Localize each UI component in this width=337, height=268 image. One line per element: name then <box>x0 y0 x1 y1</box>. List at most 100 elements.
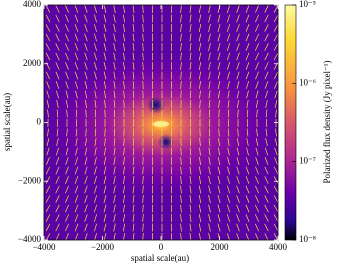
vector <box>226 62 231 70</box>
vector <box>189 5 192 14</box>
vector <box>113 156 116 166</box>
y-tick-label: 0 <box>37 117 42 127</box>
vector <box>45 223 51 232</box>
vector <box>94 233 97 240</box>
vector <box>132 223 135 232</box>
vector <box>255 100 259 108</box>
vector <box>65 62 69 70</box>
vector <box>113 204 116 213</box>
vector <box>245 52 250 61</box>
vector <box>142 42 144 52</box>
vector <box>103 62 107 70</box>
vector <box>198 223 202 232</box>
vector <box>217 62 221 70</box>
vector <box>55 52 60 61</box>
vector <box>93 185 98 194</box>
vector <box>254 204 260 213</box>
vector <box>132 156 135 166</box>
vector <box>217 157 221 165</box>
vector <box>217 204 221 213</box>
vector <box>217 81 221 89</box>
vector <box>103 43 107 51</box>
vector <box>66 109 68 118</box>
vector <box>245 233 250 240</box>
vector <box>226 24 231 32</box>
vector <box>94 5 97 13</box>
colorbar-tick-label: 10⁻⁸ <box>299 234 316 244</box>
vector <box>84 147 88 156</box>
vector <box>55 204 60 213</box>
vector <box>208 214 211 222</box>
vector <box>65 43 69 51</box>
vector <box>198 33 202 42</box>
vector <box>236 5 240 13</box>
vector <box>189 194 192 204</box>
vector <box>273 14 278 23</box>
vector <box>264 24 269 32</box>
vector <box>103 223 107 232</box>
vector <box>123 90 125 99</box>
x-axis-label: spatial scale(au) <box>131 253 189 263</box>
vector <box>84 223 88 232</box>
vector <box>198 185 202 194</box>
vector <box>132 166 135 175</box>
vector <box>65 233 69 240</box>
vector <box>75 90 78 99</box>
x-tick-label: 0 <box>159 242 164 252</box>
vector <box>199 137 201 147</box>
vector <box>74 71 79 80</box>
vector <box>198 52 202 61</box>
vector <box>113 137 116 147</box>
vector <box>236 147 240 156</box>
vector <box>132 80 135 90</box>
vector <box>199 71 201 80</box>
vector <box>84 157 88 165</box>
vector <box>56 90 59 99</box>
vector <box>236 137 240 147</box>
vector <box>55 214 60 222</box>
vector <box>123 166 125 175</box>
x-tick-label: 4000 <box>269 242 288 252</box>
vector <box>208 14 211 23</box>
vector <box>132 61 135 71</box>
vector <box>236 214 240 222</box>
vector <box>227 81 230 89</box>
vector <box>103 147 107 156</box>
vector <box>93 33 98 42</box>
vector <box>274 147 278 156</box>
vector <box>55 81 60 89</box>
vector <box>74 214 79 222</box>
vector <box>132 33 135 42</box>
vector <box>264 14 269 23</box>
vector <box>246 128 249 137</box>
vector <box>84 176 88 184</box>
vector <box>142 5 144 14</box>
vector <box>46 100 50 108</box>
vector <box>227 147 230 156</box>
vector <box>264 71 269 80</box>
vector <box>226 204 231 213</box>
vector <box>237 128 239 137</box>
vector <box>75 109 78 118</box>
vector <box>274 81 278 89</box>
vector <box>122 14 126 23</box>
vector <box>208 62 211 70</box>
vector <box>132 185 135 194</box>
vector <box>84 214 88 222</box>
vector <box>218 128 220 137</box>
vector <box>45 5 51 13</box>
vector <box>94 99 97 109</box>
vector <box>180 213 182 223</box>
vector <box>189 33 192 42</box>
vector <box>85 137 87 147</box>
vector <box>198 5 202 13</box>
vector <box>46 147 50 156</box>
vector <box>45 204 51 213</box>
vector <box>65 5 69 13</box>
vector <box>103 52 107 61</box>
vector <box>255 138 259 146</box>
vector <box>273 166 278 175</box>
vector <box>103 214 107 222</box>
vector <box>65 71 69 80</box>
vector <box>256 128 258 137</box>
